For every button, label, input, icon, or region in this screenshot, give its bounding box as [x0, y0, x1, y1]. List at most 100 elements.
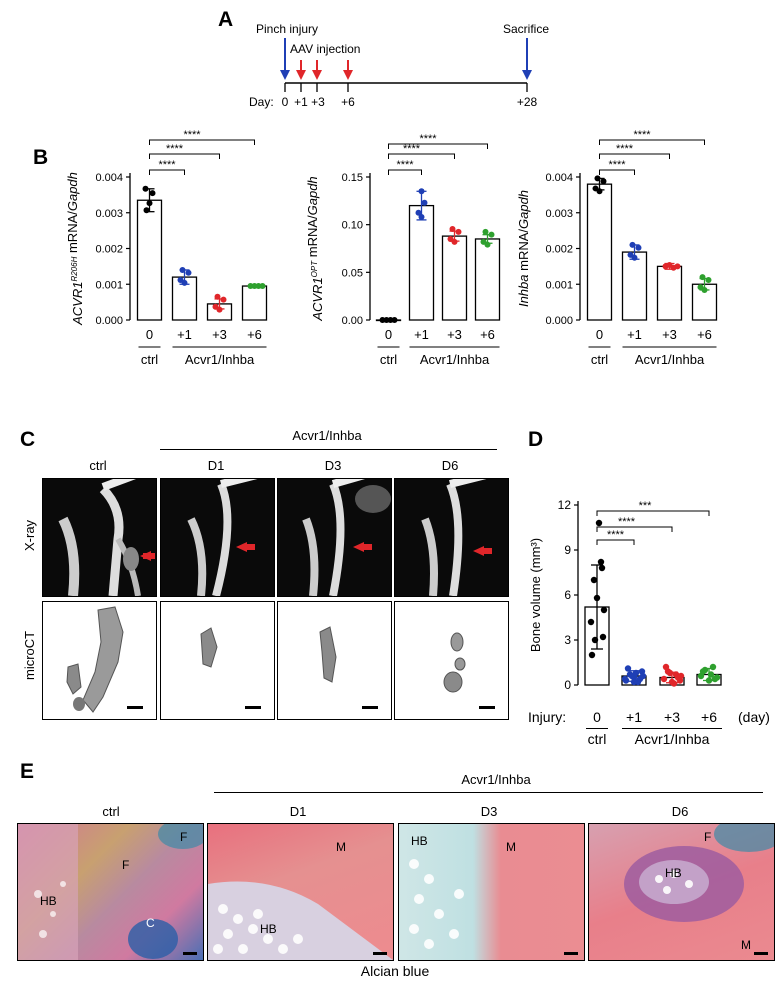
data-point [662, 663, 670, 671]
data-point [666, 669, 674, 677]
e-col-d1: D1 [289, 804, 307, 819]
data-point [631, 254, 638, 261]
data-point [588, 651, 596, 659]
label-hb: HB [260, 922, 277, 936]
day-tick: 0 [281, 95, 289, 109]
data-point [415, 209, 422, 216]
day-unit-label: (day) [738, 709, 770, 725]
panel-d-letter: D [528, 428, 544, 451]
histology-d3-image: HB M [398, 823, 585, 961]
microct-d6-image [394, 601, 509, 720]
microct-d3-image [277, 601, 392, 720]
data-point [418, 188, 425, 195]
x-tick-label: +1 [177, 327, 192, 342]
col-d6: D6 [441, 458, 459, 473]
significance-label: **** [419, 133, 437, 145]
x-tick-label: +1 [627, 327, 642, 342]
x-tick-label: +6 [480, 327, 495, 342]
aav-injection-label: AAV injection [290, 42, 361, 56]
data-point [709, 663, 717, 671]
pinch-injury-label: Pinch injury [256, 22, 319, 36]
significance-bracket [596, 510, 710, 516]
y-tick-label: 9 [564, 543, 571, 557]
bar [441, 235, 468, 321]
data-point [635, 244, 642, 251]
label-hb: HB [665, 866, 682, 880]
day-tick: +28 [516, 95, 538, 109]
col-d1: D1 [207, 458, 225, 473]
col-d3: D3 [324, 458, 342, 473]
data-point [632, 669, 640, 677]
data-point [593, 594, 601, 602]
significance-bracket [596, 526, 673, 532]
label-f: F [704, 830, 712, 844]
label-m: M [741, 938, 751, 952]
data-point [600, 178, 607, 185]
significance-bracket [388, 143, 488, 149]
data-point [600, 606, 608, 614]
xray-d1-image [160, 478, 275, 597]
data-point [149, 190, 156, 197]
y-tick-label: 0.05 [342, 267, 363, 279]
panel-e-group-label: Acvr1/Inhba [461, 772, 531, 787]
d-ctrl-label: ctrl [587, 731, 607, 747]
significance-label: **** [618, 516, 636, 528]
data-point [181, 279, 188, 286]
label-f: F [122, 858, 130, 872]
bar [621, 251, 648, 321]
significance-bracket [388, 153, 455, 159]
significance-label: **** [183, 130, 201, 141]
data-point [587, 618, 595, 626]
day-tick: +3 [311, 95, 325, 109]
y-tick-label: 0.10 [342, 220, 363, 232]
day-label: Day: [249, 95, 274, 109]
significance-bracket [388, 169, 422, 175]
d-xtick: +1 [626, 709, 642, 725]
bar [241, 285, 268, 321]
ctrl-underline [586, 728, 608, 729]
bar [136, 199, 163, 321]
data-point [699, 274, 706, 281]
bar [656, 265, 683, 321]
data-point [482, 228, 489, 235]
row-xray: X-ray [22, 519, 37, 551]
histology-d6-image: F HB M [588, 823, 775, 961]
y-tick-label: 0.004 [95, 172, 123, 184]
panel-e-group-line [214, 792, 763, 793]
data-point [143, 207, 150, 214]
microct-d1-image [160, 601, 275, 720]
significance-bracket [599, 139, 705, 145]
label-m: M [336, 840, 346, 854]
e-col-d3: D3 [480, 804, 498, 819]
d-xtick: +6 [701, 709, 717, 725]
label-hb: HB [411, 834, 428, 848]
data-point [216, 306, 223, 313]
y-tick-label: 0 [564, 678, 571, 692]
xray-d3-image [277, 478, 392, 597]
group-underline [622, 728, 722, 729]
y-tick-label: 0.00 [342, 315, 363, 327]
y-axis-label: Bone volume (mm³) [528, 538, 543, 652]
x-tick-label: +6 [247, 327, 262, 342]
injury-label: Injury: [528, 709, 567, 725]
significance-bracket [149, 153, 220, 159]
data-point [596, 188, 603, 195]
y-axis-label: Inhba mRNA/Gapdh [516, 190, 531, 307]
row-microct: microCT [22, 630, 37, 680]
chart-inhba: 0.004 0.003 0.002 0.001 0.000 Inhba mRNA/Gapd… [516, 130, 718, 367]
data-point [597, 558, 605, 566]
bar [474, 238, 501, 321]
x-tick-label: +6 [697, 327, 712, 342]
panel-c-group-line [160, 449, 497, 450]
data-point [418, 214, 425, 221]
x-tick-label: +3 [212, 327, 227, 342]
data-point [674, 263, 681, 270]
data-point [391, 317, 398, 323]
y-tick-label: 0.003 [545, 208, 573, 220]
label-f: F [180, 830, 188, 844]
alcian-blue-caption: Alcian blue [360, 963, 430, 979]
x-tick-label: +3 [447, 327, 462, 342]
ctrl-label: ctrl [141, 352, 158, 367]
data-point [598, 564, 606, 572]
